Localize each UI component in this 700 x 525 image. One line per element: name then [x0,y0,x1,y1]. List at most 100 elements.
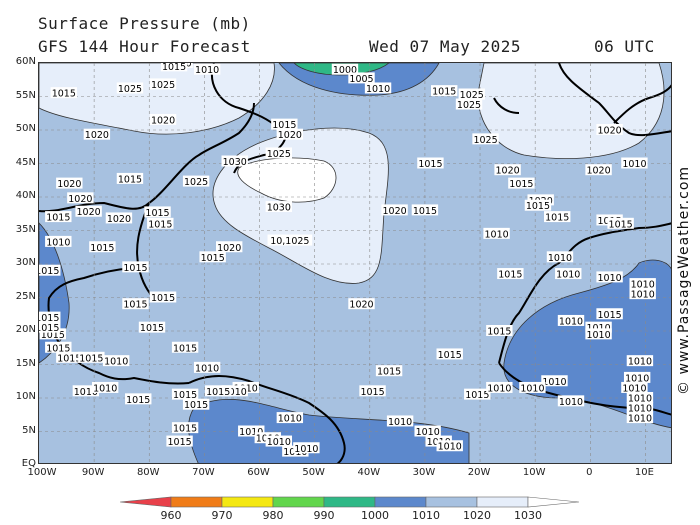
isobar-label: 1020 [585,164,612,177]
isobar-label: 1015 [125,393,152,406]
svg-text:1010: 1010 [556,270,580,281]
isobar-label: 1025 [455,98,483,111]
svg-text:1015: 1015 [545,213,569,224]
longitude-label: 0 [586,467,593,478]
svg-text:1015: 1015 [140,323,164,334]
isobar-label: 1025 [458,88,485,101]
longitude-label: 70W [192,467,215,478]
canada-high-region [39,63,275,135]
isobar-label: 1025 [149,78,177,91]
latitude-label: 50N [15,123,36,134]
svg-text:1015: 1015 [360,387,384,398]
svg-text:1010: 1010 [628,357,652,368]
isobar-label: 1010 [629,278,656,291]
isobar-labels: 1020101510101000100510101015101510251025… [39,63,656,458]
svg-text:1010: 1010 [93,383,117,394]
latitude-label: 10N [15,391,36,402]
isobar-label: 1015 [39,311,61,324]
svg-text:1010: 1010 [388,417,412,428]
isobar-label: 1015 [56,351,83,364]
colorbar-segment [374,496,427,508]
svg-text:1010: 1010 [487,383,511,394]
svg-text:1010: 1010 [631,290,655,301]
svg-text:1015: 1015 [39,313,59,324]
svg-text:1020: 1020 [85,130,109,141]
svg-text:1020: 1020 [77,207,101,218]
isobar-label: 10,1025 [267,234,313,247]
longitude-label: 50W [302,467,325,478]
svg-text:1015: 1015 [46,343,70,354]
isobar-label: 1010 [629,288,656,301]
svg-text:1010: 1010 [520,383,544,394]
svg-text:1015: 1015 [145,208,169,219]
svg-text:1010: 1010 [559,316,583,327]
isobar-label: 1010 [265,435,293,448]
latitude-label: EQ [21,458,36,469]
svg-text:1015: 1015 [151,293,175,304]
colorbar-label: 1020 [463,509,491,522]
svg-text:1010: 1010 [416,427,440,438]
svg-text:1015: 1015 [118,174,142,185]
itcz-low-region [188,398,470,463]
svg-text:1010: 1010 [598,273,622,284]
svg-text:1010: 1010 [294,444,318,455]
isobar-label: 1010 [486,381,513,394]
isobar-label: 1015 [171,388,199,401]
latitude-label: 60N [15,56,36,67]
isobar-label: 1015 [417,157,444,170]
pressure-map[interactable]: 1020101510101000100510101015101510251025… [38,62,672,464]
svg-text:1020: 1020 [107,214,131,225]
isobar-label: 1015 [144,206,171,219]
latitude-label: 30N [15,257,36,268]
isobar-label: 1015 [50,87,78,100]
colorbar-label: 970 [211,509,233,522]
latitude-label: 35N [15,223,36,235]
svg-text:1025: 1025 [267,149,291,160]
svg-text:1015: 1015 [418,159,442,170]
isobar-label: 1010 [45,235,72,248]
isobar-label: 1010 [621,157,648,170]
isobar-label: 1015 [138,321,166,334]
isobar-label: 1010 [585,328,612,341]
svg-text:1010: 1010 [631,280,655,291]
isobar-label: 1010 [293,442,320,455]
isobar-label: 1010 [238,425,265,438]
svg-text:1010: 1010 [195,363,219,374]
forecast-date: Wed 07 May 2025 [369,37,521,56]
svg-text:1020: 1020 [151,115,175,126]
isobar-label: 1020 [381,204,408,217]
svg-text:1015: 1015 [509,179,533,190]
latitude-label: 40N [15,190,36,201]
isobar-label: 1015 [199,251,226,264]
isobar-label: 1010 [102,355,130,368]
svg-text:1015: 1015 [46,213,70,224]
svg-text:1015: 1015 [148,219,172,230]
isobar-label: 1010 [623,371,651,384]
svg-text:1010: 1010 [195,65,219,76]
svg-text:1015: 1015 [201,253,225,264]
isobar-label: 1015 [78,351,105,364]
isobar-label: 1010 [621,381,648,394]
isobar-label: 1015 [508,177,535,190]
svg-text:1015: 1015 [173,424,197,435]
svg-text:1010: 1010 [622,159,646,170]
svg-text:1020: 1020 [598,126,622,137]
longitude-label: 30W [412,467,436,478]
isobar-label: 1015 [160,63,188,73]
isobar-label: 1010 [555,268,582,281]
svg-text:1010: 1010 [628,414,652,425]
isobar-label: 1010 [557,314,585,327]
isobar-label: 1015 [122,261,149,274]
isobar-label: 1010 [626,392,654,405]
svg-text:1015: 1015 [498,270,522,281]
isobar-label: 1020 [276,128,304,141]
svg-text:1020: 1020 [382,206,406,217]
svg-text:1010: 1010 [223,387,247,398]
svg-text:1015: 1015 [609,219,633,230]
isobar-label: 1015 [171,341,199,354]
svg-text:1010: 1010 [278,414,302,425]
isobar-label: 1020 [596,124,623,137]
svg-text:1010: 1010 [104,357,128,368]
svg-text:1010: 1010 [542,377,566,388]
longitude-label: 10W [522,467,546,478]
